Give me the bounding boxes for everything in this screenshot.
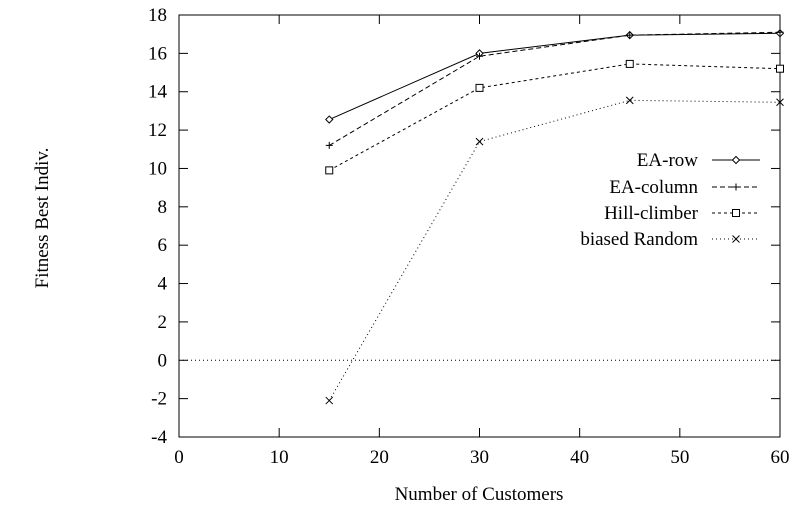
legend-entry: EA-column — [609, 177, 760, 198]
data-point — [325, 141, 333, 149]
series-line — [328, 31, 781, 146]
y-axis-title: Fitness Best Indiv. — [32, 148, 53, 289]
data-point — [325, 396, 334, 405]
legend-label: biased Random — [580, 229, 698, 250]
legend-marker — [731, 155, 741, 165]
data-point — [625, 96, 634, 105]
y-tick-label: 16 — [148, 43, 167, 64]
data-point — [776, 64, 784, 73]
data-point — [476, 52, 483, 60]
y-tick-label: 14 — [148, 82, 168, 103]
series-lines — [325, 28, 785, 405]
axes — [178, 14, 781, 438]
y-tick-label: 8 — [158, 197, 168, 218]
legend-marker — [732, 209, 740, 217]
x-axis-title: Number of Customers — [395, 484, 564, 505]
legend-marker — [732, 183, 740, 191]
legend-entry: biased Random — [580, 229, 760, 250]
legend-label: Hill-climber — [604, 203, 699, 224]
series-4 — [325, 96, 784, 405]
series-3 — [325, 59, 784, 175]
x-tick-label: 30 — [470, 447, 489, 468]
data-point — [325, 166, 334, 175]
data-point — [475, 83, 484, 92]
data-point — [475, 137, 484, 146]
legend-label: EA-column — [609, 177, 698, 198]
y-tick-label: -2 — [151, 389, 167, 410]
data-point — [625, 59, 634, 68]
y-tick-label: 6 — [158, 235, 168, 256]
data-point — [626, 31, 634, 39]
plot-frame — [178, 14, 781, 438]
x-tick-label: 40 — [570, 447, 589, 468]
data-point — [776, 98, 784, 107]
y-tick-label: -4 — [151, 427, 167, 448]
x-tick-label: 0 — [174, 447, 184, 468]
legend: EA-row EA-column Hill-climber biased Random — [580, 150, 760, 250]
x-tick-label: 20 — [370, 447, 389, 468]
x-tick-label: 10 — [270, 447, 289, 468]
series-2 — [325, 28, 784, 149]
y-tick-label: 2 — [158, 312, 168, 333]
legend-label: EA-row — [637, 150, 698, 171]
x-tick-label: 60 — [771, 447, 790, 468]
y-tick-label: 12 — [148, 120, 167, 141]
legend-entry: Hill-climber — [604, 203, 760, 224]
y-tick-label: 10 — [148, 158, 167, 179]
y-tick-label: 4 — [158, 274, 168, 295]
y-tick-label: 0 — [158, 350, 168, 371]
series-line — [329, 63, 781, 171]
ticks: 0 10 20 30 40 50 60 -4 -2 0 2 4 6 8 10 12 14 16 18 — [148, 5, 790, 468]
data-point — [776, 28, 784, 36]
legend-entry: EA-row — [637, 150, 760, 171]
series-line — [328, 99, 781, 401]
x-tick-label: 50 — [670, 447, 689, 468]
y-tick-label: 18 — [148, 5, 167, 26]
data-point — [325, 115, 334, 124]
legend-marker — [732, 235, 740, 243]
